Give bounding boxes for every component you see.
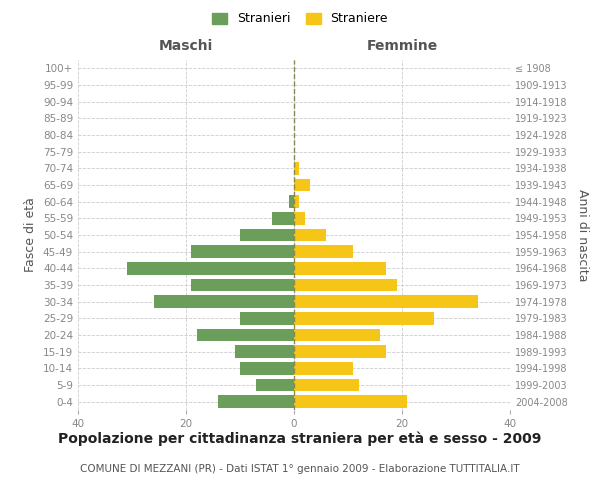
Bar xyxy=(289,196,294,208)
Text: Femmine: Femmine xyxy=(367,40,437,54)
Y-axis label: Anni di nascita: Anni di nascita xyxy=(576,188,589,281)
Bar xyxy=(294,362,353,374)
Bar xyxy=(191,279,294,291)
Bar xyxy=(294,329,380,341)
Bar xyxy=(294,196,299,208)
Bar xyxy=(294,262,386,274)
Legend: Stranieri, Straniere: Stranieri, Straniere xyxy=(208,8,392,29)
Bar xyxy=(294,246,353,258)
Bar xyxy=(256,379,294,391)
Bar xyxy=(294,162,299,174)
Bar xyxy=(218,396,294,408)
Bar xyxy=(240,362,294,374)
Bar xyxy=(294,296,478,308)
Bar xyxy=(294,179,310,192)
Bar xyxy=(154,296,294,308)
Y-axis label: Fasce di età: Fasce di età xyxy=(25,198,37,272)
Bar xyxy=(197,329,294,341)
Text: Popolazione per cittadinanza straniera per età e sesso - 2009: Popolazione per cittadinanza straniera p… xyxy=(58,431,542,446)
Text: Maschi: Maschi xyxy=(159,40,213,54)
Bar xyxy=(294,346,386,358)
Bar xyxy=(240,229,294,241)
Bar xyxy=(235,346,294,358)
Bar xyxy=(127,262,294,274)
Bar xyxy=(294,396,407,408)
Bar xyxy=(191,246,294,258)
Bar xyxy=(294,312,434,324)
Bar xyxy=(294,279,397,291)
Bar xyxy=(294,212,305,224)
Bar xyxy=(272,212,294,224)
Text: COMUNE DI MEZZANI (PR) - Dati ISTAT 1° gennaio 2009 - Elaborazione TUTTITALIA.IT: COMUNE DI MEZZANI (PR) - Dati ISTAT 1° g… xyxy=(80,464,520,474)
Bar xyxy=(240,312,294,324)
Bar xyxy=(294,379,359,391)
Bar xyxy=(294,229,326,241)
